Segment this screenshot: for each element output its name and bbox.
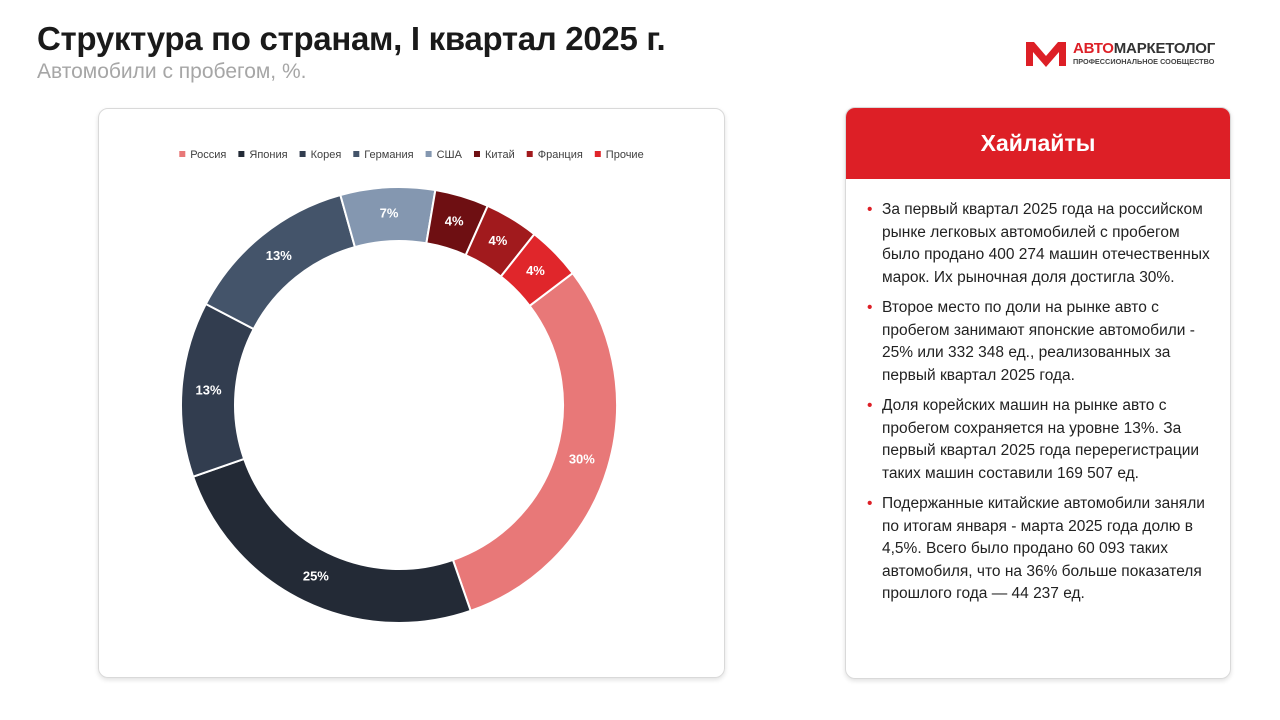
logo-name-part: МАРКЕТОЛОГ: [1113, 40, 1216, 57]
legend-marker: [179, 151, 186, 157]
logo-icon: [1026, 41, 1066, 67]
chart-card: [98, 108, 725, 678]
legend-marker: [353, 151, 360, 157]
legend-label: Германия: [364, 149, 413, 161]
legend-label: Китай: [485, 149, 515, 161]
donut-slice: [499, 232, 575, 308]
highlights-list: За первый квартал 2025 года на российско…: [846, 179, 1230, 606]
legend-marker: [526, 151, 533, 157]
legend-marker: [299, 151, 306, 157]
legend-label: Прочие: [606, 149, 644, 161]
chart: 30% 25% 13% 13% 7% 4% 4% 4% Россия Япония Корея Гер…: [179, 149, 644, 624]
logo-name-part: АВТО: [1073, 40, 1114, 57]
highlight-item: За первый квартал 2025 года на российско…: [867, 199, 1220, 289]
subtitle: Автомобили с пробегом, %.: [37, 60, 307, 83]
donut-slice: [451, 271, 618, 613]
data-label: 13%: [195, 382, 221, 397]
data-label: 4%: [489, 233, 508, 248]
legend-label: Япония: [249, 149, 287, 161]
legend-marker: [238, 151, 245, 157]
legend-marker: [473, 151, 480, 157]
title: Структура по странам, I квартал 2025 г.: [37, 20, 666, 57]
highlight-item: Второе место по доли на рынке авто с про…: [867, 297, 1220, 387]
legend-marker: [425, 151, 432, 157]
legend-marker: [594, 151, 601, 157]
legend-label: США: [437, 149, 463, 161]
data-label: 7%: [380, 206, 399, 221]
logo-tagline: ПРОФЕССИОНАЛЬНОЕ СООБЩЕСТВО: [1073, 57, 1215, 66]
highlight-item: Доля корейских машин на рынке авто с про…: [867, 395, 1220, 485]
legend-label: Россия: [190, 149, 226, 161]
data-label: 13%: [266, 248, 292, 263]
legend-label: Франция: [538, 149, 583, 161]
data-label: 25%: [303, 568, 329, 583]
data-label: 4%: [445, 214, 464, 229]
highlight-item: Подержанные китайские автомобили заняли …: [867, 493, 1220, 606]
donut-slice: [191, 457, 472, 624]
data-label: 4%: [526, 263, 545, 278]
legend-label: Корея: [311, 149, 342, 161]
highlights-panel: Хайлайты За первый квартал 2025 года на …: [845, 107, 1231, 679]
highlights-title: Хайлайты: [846, 108, 1230, 179]
logo-name: АВТОМАРКЕТОЛОГ: [1073, 40, 1215, 57]
data-label: 30%: [569, 452, 595, 467]
